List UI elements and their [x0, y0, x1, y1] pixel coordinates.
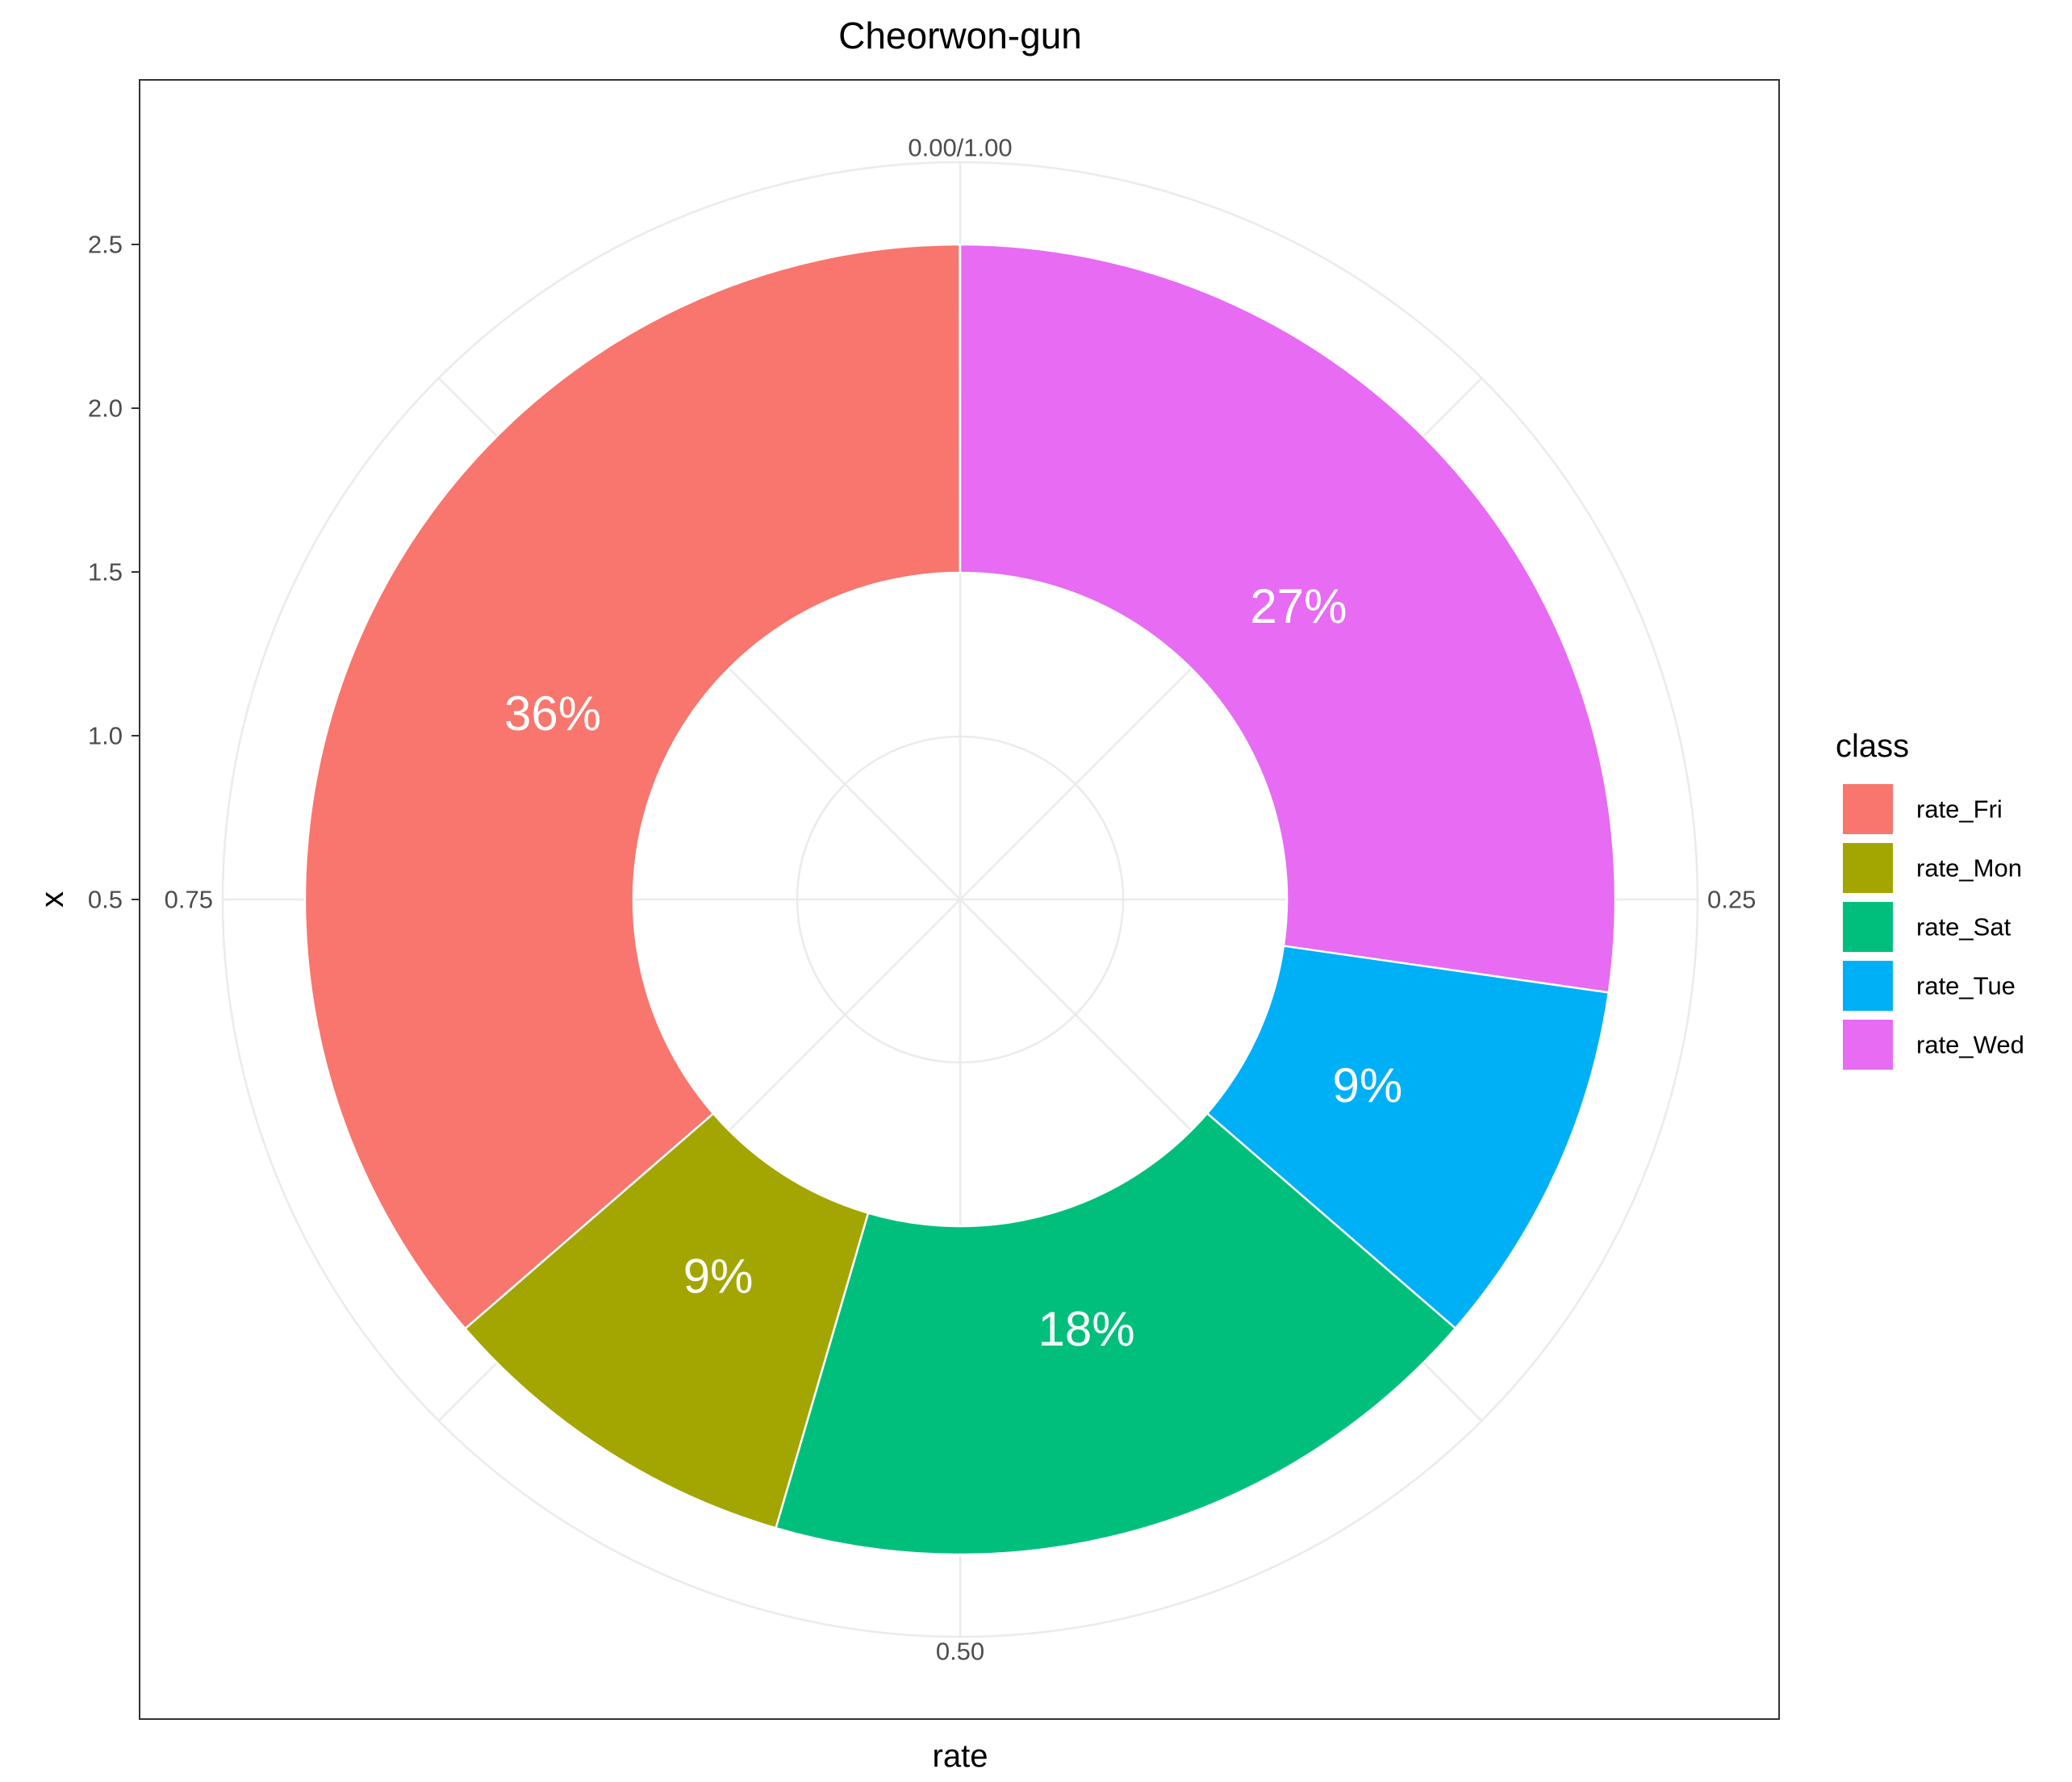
radial-tick-label-2: 1.5 [88, 558, 123, 586]
chart-title: Cheorwon-gun [838, 15, 1082, 56]
y-axis-title: x [35, 891, 70, 908]
legend-label-rate_Wed: rate_Wed [1916, 1031, 2024, 1059]
angular-tick-label-2: 0.50 [936, 1638, 984, 1666]
legend-label-rate_Sat: rate_Sat [1916, 913, 2011, 941]
radial-tick-label-4: 2.5 [88, 231, 123, 259]
data-label-rate_Wed: 27% [1250, 579, 1347, 633]
legend-label-rate_Tue: rate_Tue [1916, 972, 2016, 1000]
legend-key-rate_Sat [1843, 902, 1893, 952]
legend-items: rate_Fri rate_Mon rate_Sat rate_Tue rate_Wed [1843, 784, 2024, 1070]
legend-title: class [1836, 728, 1909, 764]
angular-axis-labels: 0.00/1.00 0.25 0.50 0.75 [165, 134, 1757, 1666]
x-axis-title: rate [933, 1738, 988, 1774]
radial-tick-label-0: 0.5 [88, 886, 123, 914]
data-label-rate_Fri: 36% [504, 687, 601, 741]
legend-label-rate_Mon: rate_Mon [1916, 854, 2022, 883]
donut-wedges [303, 243, 1617, 1556]
wedge-rate_Sat [774, 1112, 1457, 1556]
radial-axis: 0.5 1.0 1.5 2.0 2.5 [88, 231, 140, 914]
angular-tick-label-3: 0.75 [165, 886, 213, 914]
data-label-rate_Sat: 18% [1038, 1302, 1134, 1356]
radial-tick-label-3: 2.0 [88, 394, 123, 423]
angular-tick-label-1: 0.25 [1707, 886, 1756, 914]
wedge-rate_Mon [463, 1112, 870, 1530]
legend: class rate_Frirate_Monrate_Satrate_Tuera… [1836, 728, 2024, 1070]
angular-tick-label-0: 0.00/1.00 [908, 134, 1012, 162]
legend-key-rate_Fri [1843, 784, 1893, 834]
legend-key-rate_Tue [1843, 961, 1893, 1011]
legend-key-rate_Mon [1843, 843, 1893, 893]
data-label-rate_Tue: 9% [1333, 1058, 1403, 1112]
wedge-rate_Tue [1205, 945, 1610, 1330]
data-label-rate_Mon: 9% [683, 1250, 754, 1304]
wedge-rate_Wed [959, 243, 1617, 994]
data-labels: 27% 9% 18% 9% 36% [504, 579, 1402, 1356]
legend-key-rate_Wed [1843, 1020, 1893, 1070]
radial-tick-label-1: 1.0 [88, 722, 123, 750]
legend-label-rate_Fri: rate_Fri [1916, 795, 2003, 824]
wedge-rate_Fri [303, 243, 962, 1330]
